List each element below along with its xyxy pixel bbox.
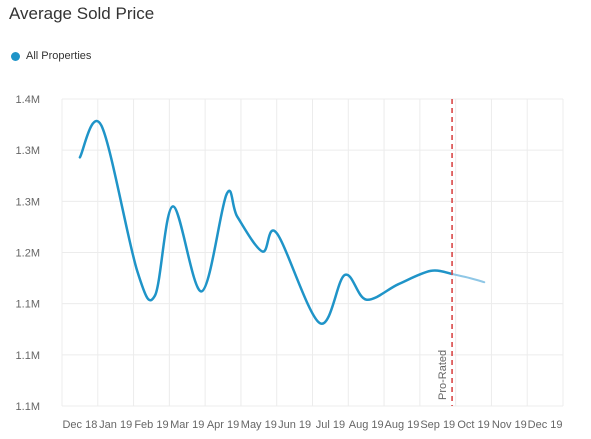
- y-tick-label: 1.3M: [16, 145, 40, 157]
- legend-label: All Properties: [26, 50, 92, 62]
- legend[interactable]: All Properties: [11, 50, 91, 62]
- x-tick-label: Jan 19: [99, 419, 132, 431]
- x-tick-label: Oct 19: [457, 419, 489, 431]
- pro-rated-label: Pro-Rated: [437, 350, 449, 400]
- x-tick-label: Nov 19: [492, 419, 527, 431]
- x-tick-label: Feb 19: [134, 419, 168, 431]
- series-line-all-properties: [78, 120, 454, 325]
- series-line-pro-rated: [451, 273, 486, 284]
- x-tick-label: Aug 19: [349, 419, 384, 431]
- y-tick-label: 1.1M: [16, 401, 40, 413]
- x-tick-label: Apr 19: [207, 419, 239, 431]
- x-tick-label: May 19: [241, 419, 277, 431]
- y-tick-label: 1.1M: [16, 350, 40, 362]
- x-tick-label: Aug 19: [385, 419, 420, 431]
- y-tick-label: 1.1M: [16, 299, 40, 311]
- x-tick-label: Sep 19: [420, 419, 455, 431]
- y-tick-label: 1.2M: [16, 248, 40, 260]
- x-tick-label: Mar 19: [170, 419, 204, 431]
- x-tick-label: Dec 18: [62, 419, 97, 431]
- legend-marker: [11, 51, 20, 61]
- x-tick-label: Jun 19: [278, 419, 311, 431]
- y-tick-label: 1.4M: [16, 94, 40, 106]
- y-tick-label: 1.3M: [16, 196, 40, 208]
- x-tick-label: Jul 19: [316, 419, 345, 431]
- x-tick-label: Dec 19: [528, 419, 563, 431]
- chart-title: Average Sold Price: [9, 4, 155, 23]
